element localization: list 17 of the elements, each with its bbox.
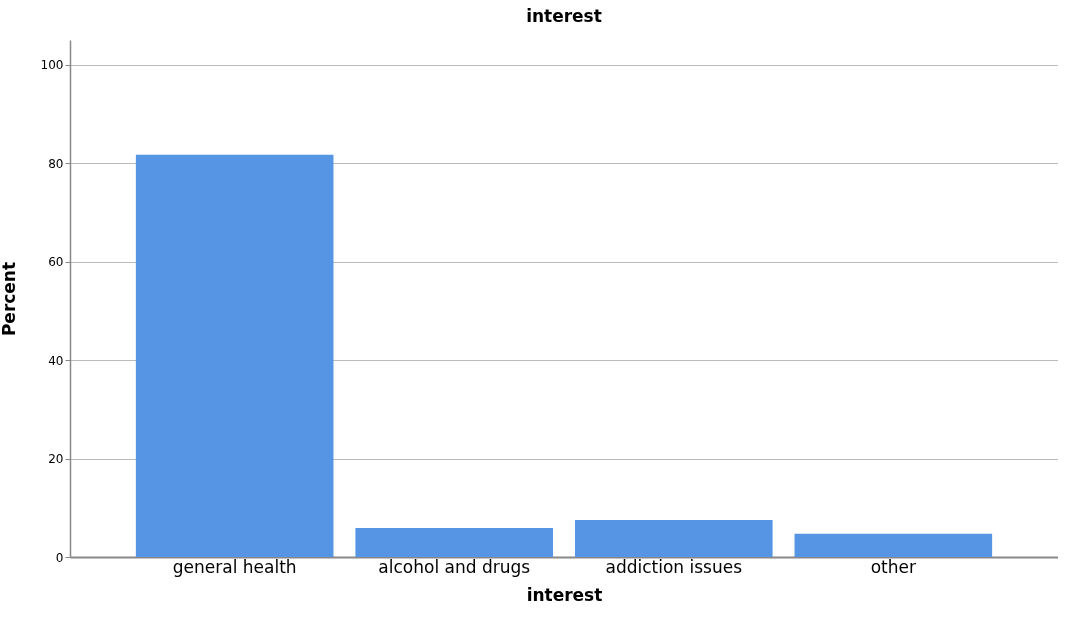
x-tick-label: alcohol and drugs [378,556,531,577]
y-tick-label: 40 [48,353,64,368]
bar [135,154,334,557]
x-axis-title: interest [526,584,603,605]
bar [574,520,773,557]
x-tick-label: addiction issues [605,556,743,577]
bar [794,533,993,557]
y-tick-label: 80 [48,156,64,171]
y-axis-title: Percent [0,261,19,337]
bar [355,527,554,557]
x-tick-label: general health [172,556,297,577]
chart-title: interest [526,6,602,26]
y-tick-label: 0 [55,550,64,565]
x-tick-label: other [870,556,916,577]
y-tick-label: 100 [40,58,64,73]
y-tick-label: 60 [48,255,64,270]
y-tick-label: 20 [48,452,64,467]
